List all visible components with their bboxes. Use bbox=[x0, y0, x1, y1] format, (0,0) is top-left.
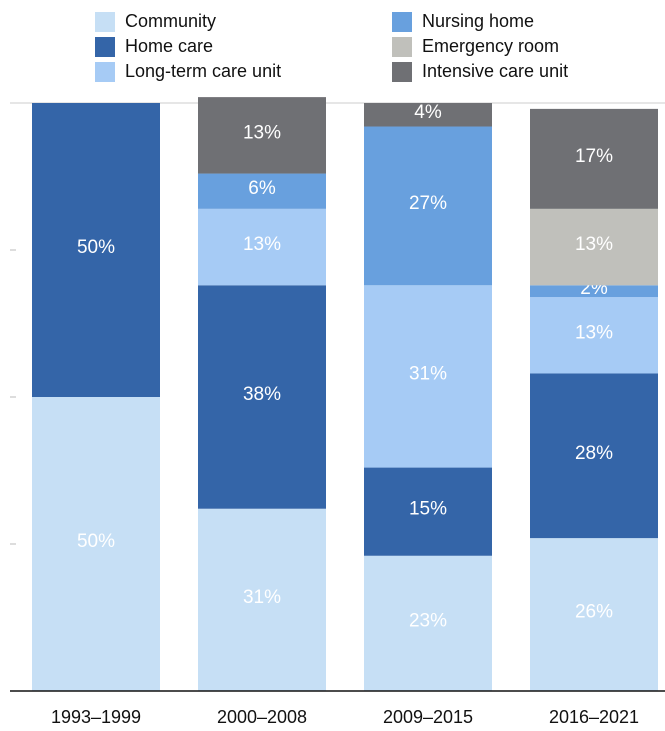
bar-segment bbox=[530, 538, 658, 691]
legend-swatch bbox=[392, 12, 412, 32]
x-tick-label: 2016–2021 bbox=[549, 707, 639, 727]
x-tick-label: 2000–2008 bbox=[217, 707, 307, 727]
bar-segment bbox=[198, 97, 326, 174]
bar-segment bbox=[364, 103, 492, 127]
data-label: 26% bbox=[575, 602, 613, 623]
bar-segment bbox=[364, 126, 492, 286]
data-label: 13% bbox=[575, 322, 613, 343]
bar-segment bbox=[530, 108, 658, 209]
data-label: 38% bbox=[243, 384, 281, 405]
legend-label: Home care bbox=[125, 36, 213, 56]
data-label: 27% bbox=[409, 193, 447, 214]
bar-segment bbox=[530, 285, 658, 298]
x-tick-label: 2009–2015 bbox=[383, 707, 473, 727]
data-label: 50% bbox=[77, 237, 115, 258]
data-label: 6% bbox=[248, 178, 276, 199]
bar-segment bbox=[198, 208, 326, 286]
data-label: 31% bbox=[409, 363, 447, 384]
bar-segment bbox=[32, 397, 160, 691]
bar-segment bbox=[530, 373, 658, 539]
legend-swatch bbox=[95, 62, 115, 82]
legend-label: Long-term care unit bbox=[125, 61, 281, 81]
bar-segment bbox=[364, 555, 492, 691]
data-label: 17% bbox=[575, 146, 613, 167]
data-label: 31% bbox=[243, 587, 281, 608]
bar-segment bbox=[198, 285, 326, 509]
legend-label: Community bbox=[125, 11, 216, 31]
legend-swatch bbox=[392, 62, 412, 82]
bar-segment bbox=[364, 467, 492, 556]
data-label: 4% bbox=[414, 102, 442, 123]
bar-segment bbox=[530, 297, 658, 374]
legend-swatch bbox=[95, 12, 115, 32]
bar-segment bbox=[530, 208, 658, 286]
bar-segment bbox=[364, 285, 492, 468]
legend-label: Emergency room bbox=[422, 36, 559, 56]
data-label: 13% bbox=[243, 122, 281, 143]
data-label: 13% bbox=[575, 234, 613, 255]
bar-segment bbox=[198, 173, 326, 209]
data-label: 50% bbox=[77, 531, 115, 552]
legend-label: Nursing home bbox=[422, 11, 534, 31]
data-label: 15% bbox=[409, 499, 447, 520]
data-label: 28% bbox=[575, 443, 613, 464]
x-tick-label: 1993–1999 bbox=[51, 707, 141, 727]
bar-segment bbox=[198, 508, 326, 691]
bar-segment bbox=[32, 103, 160, 397]
legend-swatch bbox=[95, 37, 115, 57]
data-label: 13% bbox=[243, 234, 281, 255]
data-label: 23% bbox=[409, 610, 447, 631]
legend-label: Intensive care unit bbox=[422, 61, 568, 81]
legend-swatch bbox=[392, 37, 412, 57]
